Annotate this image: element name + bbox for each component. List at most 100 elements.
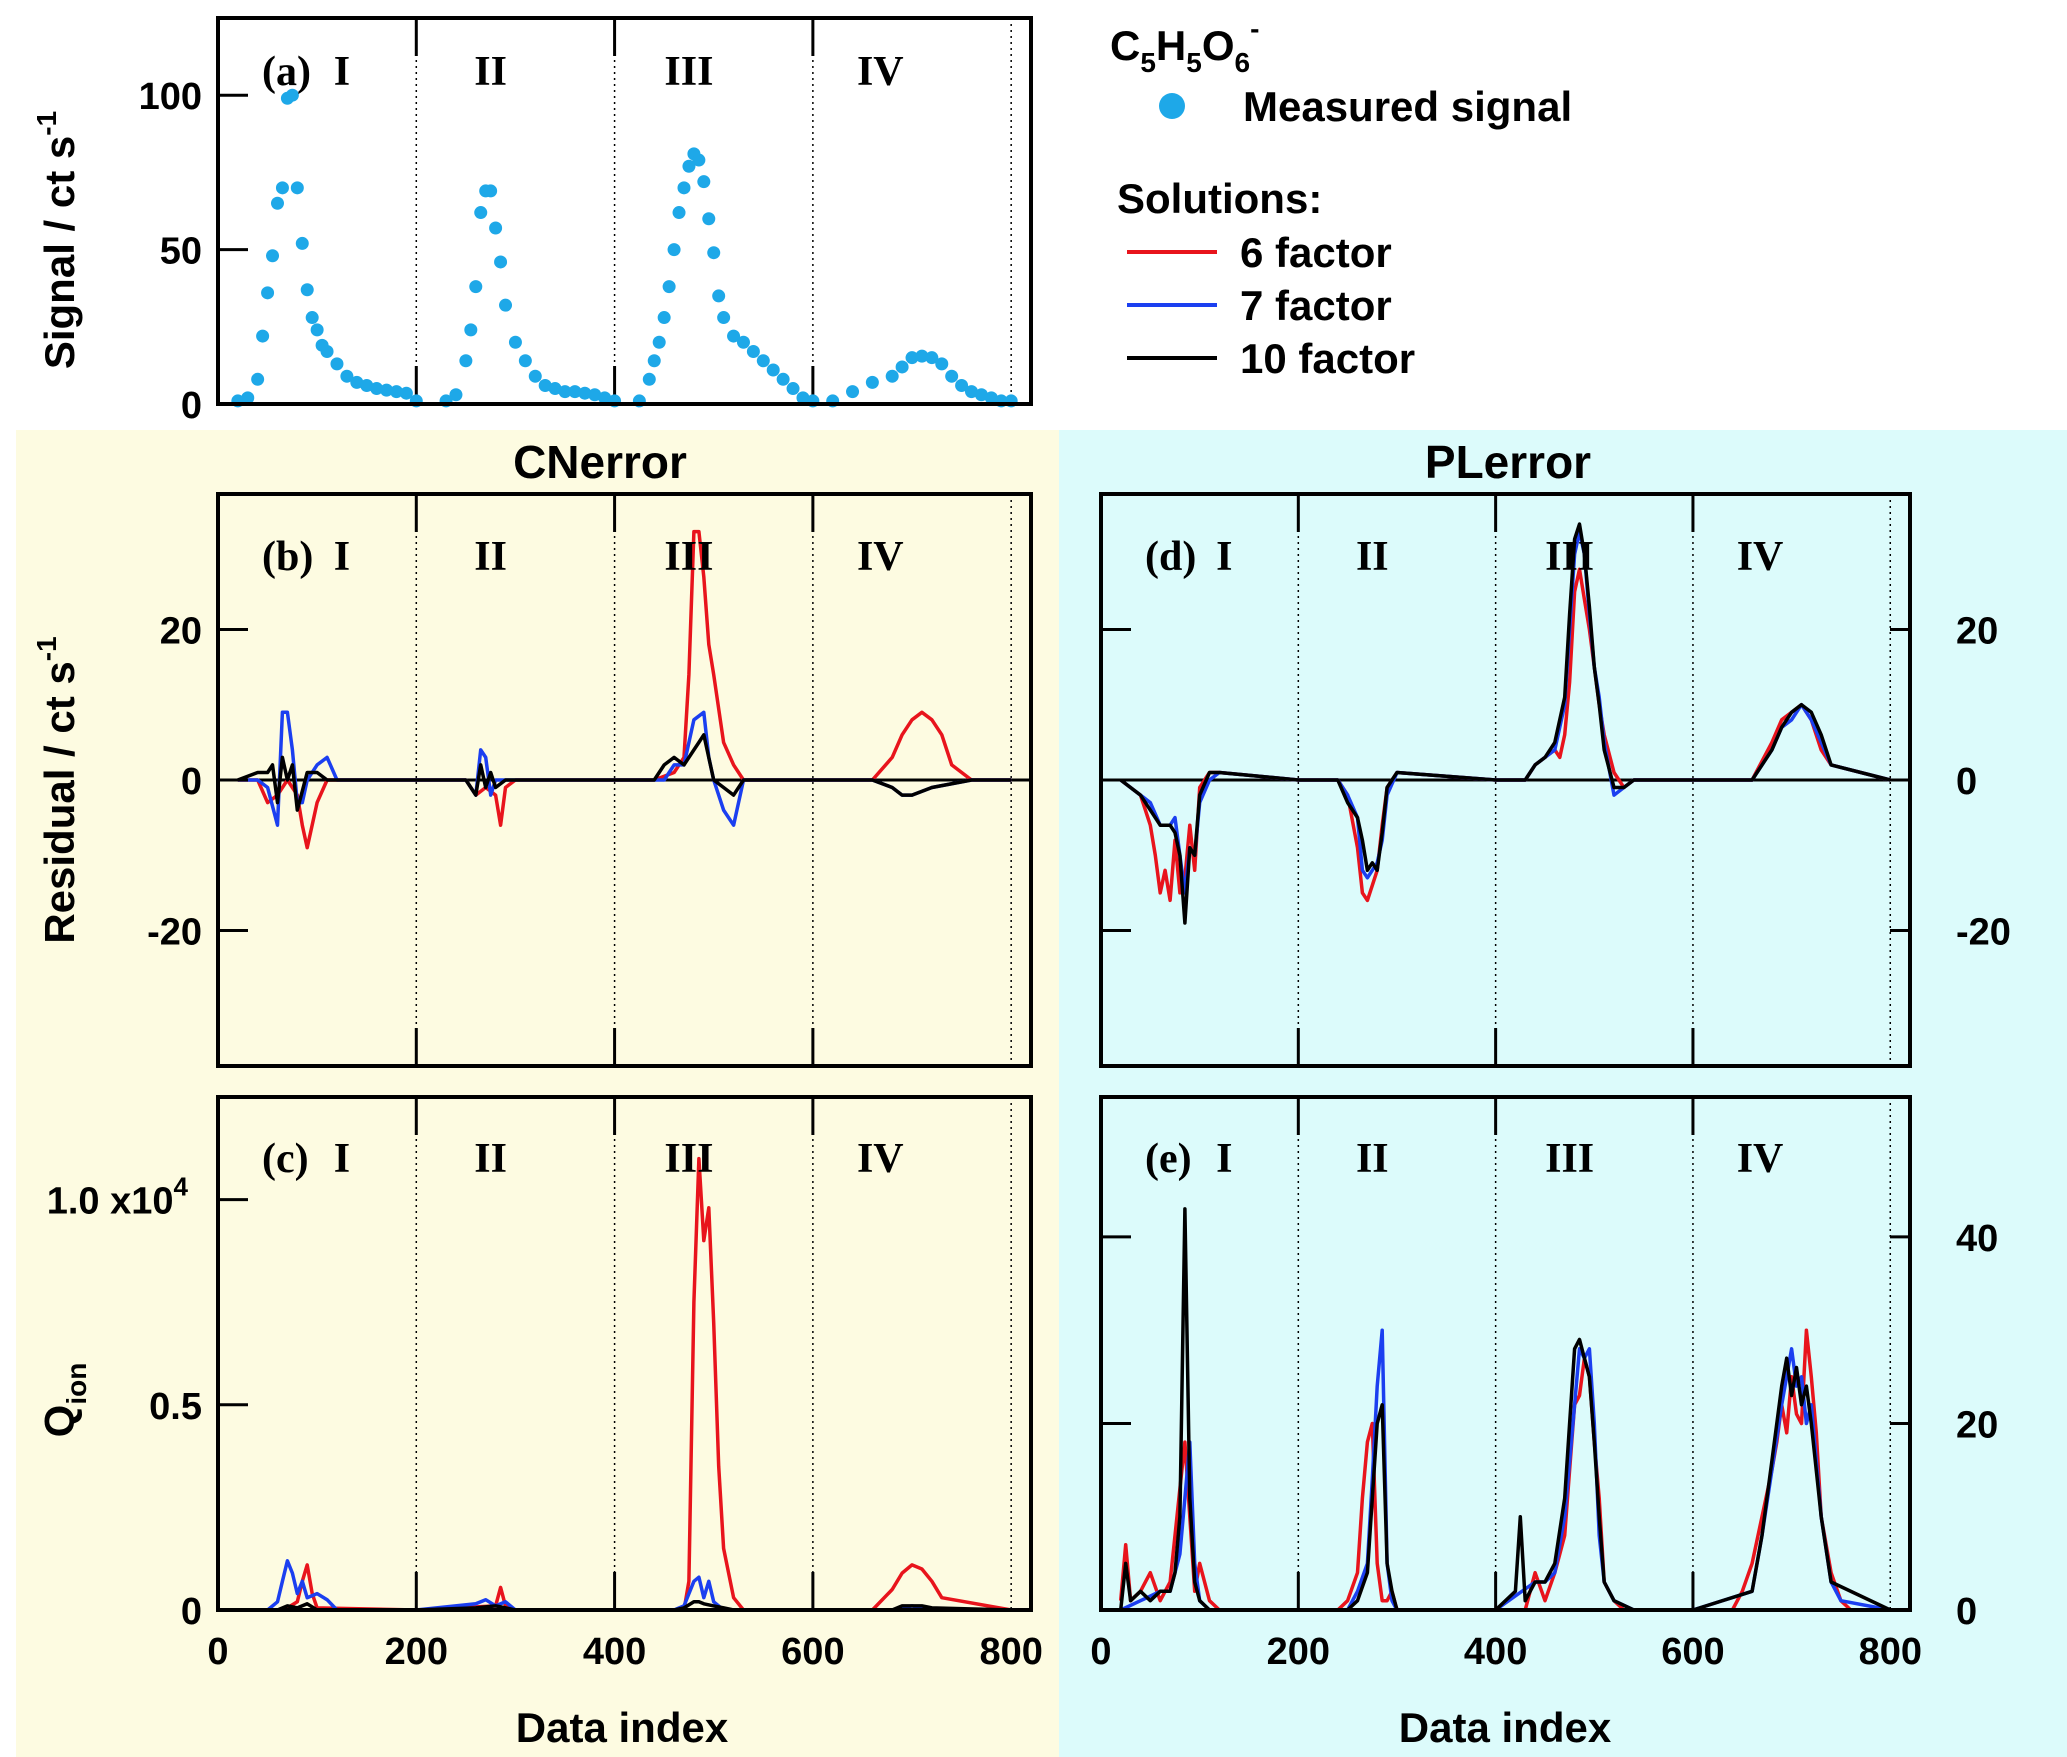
- legend-measured-label: Measured signal: [1243, 83, 1572, 130]
- measured-point: [340, 369, 354, 383]
- measured-point: [251, 372, 265, 386]
- y-tick-label: 100: [139, 76, 202, 118]
- legend-ion-formula: C5H5O6-: [1110, 13, 1259, 78]
- measured-point: [662, 280, 676, 294]
- measured-point: [682, 159, 696, 173]
- measured-point: [290, 181, 304, 195]
- region-label-II: II: [1356, 534, 1389, 580]
- legend-6factor-label: 6 factor: [1240, 229, 1392, 276]
- measured-point: [677, 181, 691, 195]
- region-label-IV: IV: [1737, 534, 1784, 580]
- measured-point: [667, 243, 681, 257]
- cnerror-background: [16, 430, 1059, 1757]
- panel-tag: (e): [1145, 1136, 1192, 1182]
- measured-point: [895, 360, 909, 374]
- measured-point: [241, 391, 255, 405]
- measured-point: [578, 386, 592, 400]
- measured-point: [974, 388, 988, 402]
- measured-point: [786, 382, 800, 396]
- region-label-II: II: [1356, 1136, 1389, 1182]
- region-label-IV: IV: [857, 534, 904, 580]
- region-label-I: I: [1216, 534, 1232, 580]
- measured-point: [350, 375, 364, 389]
- region-label-I: I: [334, 534, 350, 580]
- panel-c-y-label: Qion: [36, 1363, 92, 1438]
- measured-point: [652, 335, 666, 349]
- legend-7factor-label: 7 factor: [1240, 282, 1392, 329]
- y-tick-label: 0: [1956, 1591, 1977, 1633]
- plerror-title: PLerror: [1425, 436, 1591, 488]
- x-tick-label: 800: [1859, 1631, 1922, 1673]
- region-label-I: I: [334, 49, 350, 95]
- measured-point: [474, 206, 488, 220]
- legend-measured-marker: [1159, 93, 1185, 119]
- series-6factor-line: [237, 1156, 1012, 1612]
- x-tick-label: 800: [979, 1631, 1042, 1673]
- measured-point: [905, 351, 919, 365]
- series-10factor-line: [1119, 522, 1891, 925]
- measured-point: [885, 369, 899, 383]
- measured-point: [756, 354, 770, 368]
- measured-point: [707, 246, 721, 260]
- plot-frame: [216, 16, 1033, 406]
- measured-point: [489, 221, 503, 235]
- y-tick-label: 40: [1956, 1218, 1998, 1260]
- measured-point: [692, 153, 706, 167]
- region-label-II: II: [474, 49, 507, 95]
- measured-point: [499, 298, 513, 312]
- y-tick-label: 50: [160, 231, 202, 273]
- measured-point: [965, 385, 979, 399]
- measured-point: [270, 196, 284, 210]
- plot-frame: [1099, 1095, 1912, 1612]
- measured-point: [736, 335, 750, 349]
- y-tick-label: 0: [181, 1591, 202, 1633]
- region-label-III: III: [1545, 534, 1594, 580]
- measured-point: [945, 369, 959, 383]
- measured-point: [360, 378, 374, 392]
- y-tick-label: 20: [1956, 610, 1998, 652]
- measured-point: [261, 286, 275, 300]
- measured-point: [846, 385, 860, 399]
- measured-point: [657, 311, 671, 325]
- measured-point: [915, 349, 929, 363]
- y-tick-label: 20: [160, 610, 202, 652]
- measured-point: [865, 375, 879, 389]
- measured-point: [285, 88, 299, 102]
- measured-point: [305, 311, 319, 325]
- region-label-III: III: [664, 49, 713, 95]
- measured-point: [449, 388, 463, 402]
- measured-point: [647, 354, 661, 368]
- y-tick-label: 0: [181, 761, 202, 803]
- measured-point: [275, 181, 289, 195]
- cnerror-title: CNerror: [513, 436, 687, 488]
- region-label-III: III: [664, 1136, 713, 1182]
- legend-solutions-heading: Solutions:: [1117, 175, 1322, 222]
- y-tick-label-top: 1.0 x104: [47, 1172, 189, 1223]
- measured-point: [459, 354, 473, 368]
- measured-point: [266, 249, 280, 263]
- measured-point: [776, 372, 790, 386]
- plerror-background: [1059, 430, 2067, 1757]
- measured-point: [568, 385, 582, 399]
- x-tick-label: 200: [385, 1631, 448, 1673]
- region-label-IV: IV: [1737, 1136, 1784, 1182]
- series-10factor-line: [1118, 1207, 1892, 1612]
- measured-point: [984, 391, 998, 405]
- measured-point: [310, 323, 324, 337]
- measured-point: [494, 255, 508, 269]
- measured-point: [320, 345, 334, 359]
- y-tick-label: 20: [1956, 1404, 1998, 1446]
- y-tick-label: 0: [1956, 761, 1977, 803]
- panel-tag: (a): [262, 49, 311, 95]
- region-label-I: I: [334, 1136, 350, 1182]
- measured-point: [672, 206, 686, 220]
- measured-point: [712, 289, 726, 303]
- measured-point: [469, 280, 483, 294]
- x-tick-label: 0: [207, 1631, 228, 1673]
- region-label-III: III: [664, 534, 713, 580]
- measured-point: [518, 354, 532, 368]
- region-label-IV: IV: [857, 49, 904, 95]
